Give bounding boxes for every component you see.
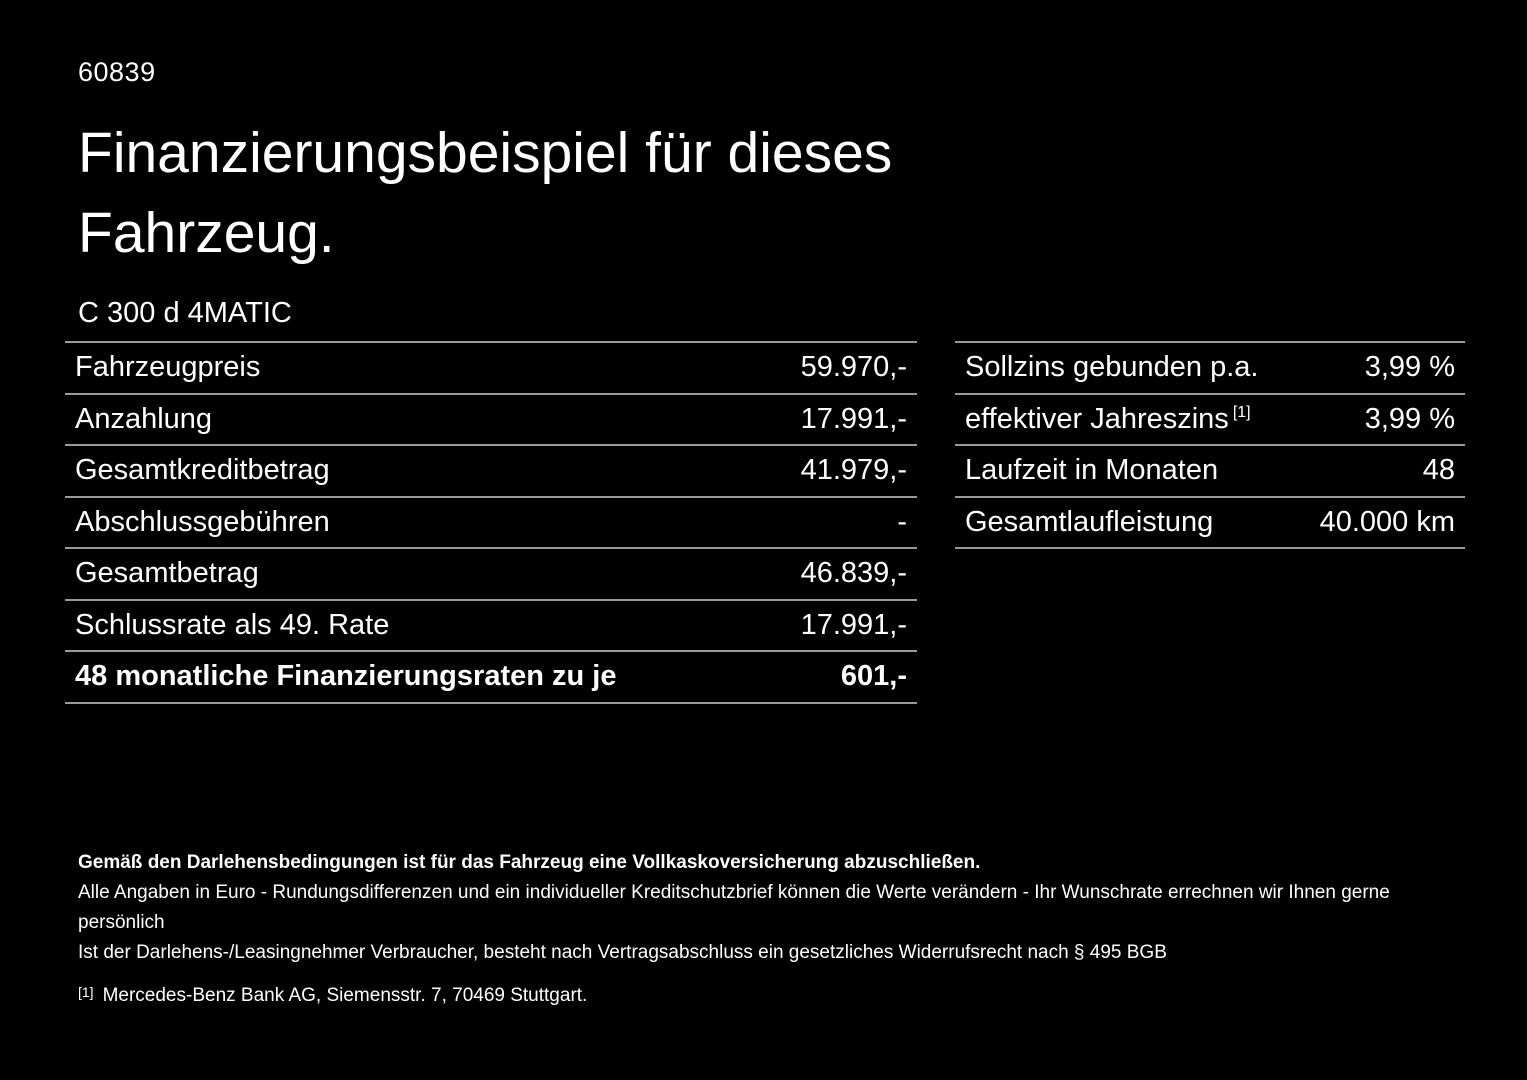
- row-value: 40.000 km: [1319, 505, 1455, 538]
- financing-table: Fahrzeugpreis 59.970,- Anzahlung 17.991,…: [65, 341, 917, 704]
- table-row: Schlussrate als 49. Rate 17.991,-: [65, 598, 917, 651]
- table-row: Gesamtbetrag 46.839,-: [65, 547, 917, 599]
- page-title-line-2: Fahrzeug.: [78, 201, 335, 265]
- legal-footer: Gemäß den Darlehensbedingungen ist für d…: [78, 848, 1468, 1011]
- row-label: Fahrzeugpreis: [75, 351, 261, 384]
- vehicle-model: C 300 d 4MATIC: [78, 297, 292, 329]
- row-label: Laufzeit in Monaten: [965, 454, 1219, 487]
- row-label: effektiver Jahreszins [1]: [965, 402, 1251, 435]
- table-row: Gesamtkreditbetrag 41.979,-: [65, 444, 917, 496]
- row-value: 3,99 %: [1364, 402, 1455, 435]
- conditions-table: Sollzins gebunden p.a. 3,99 % effektiver…: [955, 341, 1465, 549]
- disclaimer-line-2: Ist der Darlehens-/Leasingnehmer Verbrau…: [78, 942, 1167, 963]
- page-title-line-1: Finanzierungsbeispiel für dieses: [78, 121, 893, 185]
- row-value: 41.979,-: [800, 454, 907, 487]
- row-label: Schlussrate als 49. Rate: [75, 608, 390, 641]
- footnote-text: Mercedes-Benz Bank AG, Siemensstr. 7, 70…: [102, 985, 588, 1006]
- row-value: 48: [1422, 454, 1455, 487]
- row-label: Abschlussgebühren: [75, 505, 330, 538]
- table-row: Gesamtlaufleistung 40.000 km: [955, 495, 1465, 548]
- page-title: Finanzierungsbeispiel für dieses Fahrzeu…: [78, 113, 892, 273]
- table-row-monthly-rate: 48 monatliche Finanzierungsraten zu je 6…: [65, 650, 917, 702]
- row-label: Gesamtkreditbetrag: [75, 454, 330, 487]
- row-label: Gesamtlaufleistung: [965, 505, 1214, 538]
- row-value: 59.970,-: [800, 351, 907, 384]
- row-value: 17.991,-: [800, 402, 907, 435]
- listing-ref-number: 60839: [78, 57, 156, 87]
- row-value: 601,-: [840, 660, 907, 693]
- row-value: 3,99 %: [1364, 351, 1455, 384]
- table-row: effektiver Jahreszins [1] 3,99 %: [955, 392, 1465, 445]
- table-row: Laufzeit in Monaten 48: [955, 444, 1465, 496]
- table-row: Fahrzeugpreis 59.970,-: [65, 341, 917, 393]
- row-label: 48 monatliche Finanzierungsraten zu je: [75, 660, 617, 693]
- bank-footnote: [1] Mercedes-Benz Bank AG, Siemensstr. 7…: [78, 981, 1468, 1011]
- row-value: 17.991,-: [800, 608, 907, 641]
- footnote-marker: [1]: [78, 984, 94, 1000]
- disclaimer-line-1: Alle Angaben in Euro - Rundungsdifferenz…: [78, 882, 1390, 933]
- row-label: Sollzins gebunden p.a.: [965, 351, 1259, 384]
- table-row: Abschlussgebühren -: [65, 495, 917, 548]
- footnote-marker: [1]: [1232, 404, 1251, 422]
- row-label: Gesamtbetrag: [75, 557, 259, 590]
- insurance-note: Gemäß den Darlehensbedingungen ist für d…: [78, 852, 981, 873]
- row-value: -: [897, 505, 907, 538]
- row-label: Anzahlung: [75, 402, 213, 435]
- table-row: Sollzins gebunden p.a. 3,99 %: [955, 341, 1465, 393]
- row-value: 46.839,-: [800, 557, 907, 590]
- table-row: Anzahlung 17.991,-: [65, 392, 917, 445]
